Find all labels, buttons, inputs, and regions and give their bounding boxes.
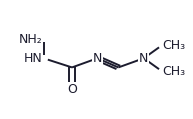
Text: NH₂: NH₂ (19, 32, 43, 46)
Text: CH₃: CH₃ (163, 65, 186, 78)
Text: CH₃: CH₃ (163, 39, 186, 52)
Text: N: N (93, 52, 102, 65)
Text: N: N (139, 52, 148, 65)
Text: O: O (67, 83, 77, 96)
Text: HN: HN (24, 52, 43, 65)
